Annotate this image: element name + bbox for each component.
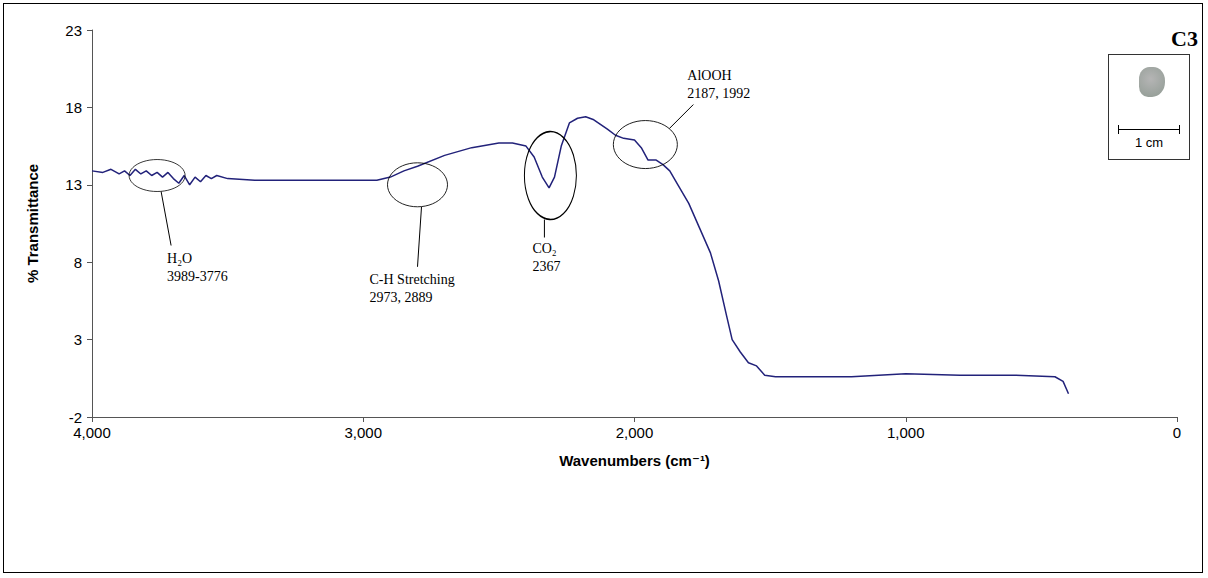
svg-text:3: 3 bbox=[74, 331, 82, 348]
svg-text:18: 18 bbox=[65, 99, 82, 116]
svg-text:1,000: 1,000 bbox=[887, 424, 925, 441]
svg-text:CO₂: CO₂ bbox=[532, 241, 556, 256]
svg-text:Wavenumbers (cm⁻¹): Wavenumbers (cm⁻¹) bbox=[559, 452, 710, 469]
svg-text:13: 13 bbox=[65, 176, 82, 193]
html-text:1 cm: 1 cm bbox=[1134, 135, 1164, 150]
svg-text:8: 8 bbox=[74, 254, 82, 271]
svg-text:0: 0 bbox=[1173, 424, 1181, 441]
svg-text:H₂O: H₂O bbox=[167, 251, 192, 266]
svg-text:% Transmittance: % Transmittance bbox=[24, 164, 41, 283]
svg-text:C-H Stretching: C-H Stretching bbox=[370, 272, 455, 287]
html-text:C3: C3 bbox=[1171, 26, 1198, 51]
svg-text:-2: -2 bbox=[69, 409, 82, 426]
svg-text:AlOOH: AlOOH bbox=[687, 68, 731, 83]
svg-text:23: 23 bbox=[65, 22, 82, 39]
svg-text:4,000: 4,000 bbox=[73, 424, 111, 441]
svg-text:2,000: 2,000 bbox=[616, 424, 654, 441]
svg-text:2973, 2889: 2973, 2889 bbox=[370, 290, 433, 305]
svg-text:3,000: 3,000 bbox=[344, 424, 382, 441]
svg-text:2367: 2367 bbox=[532, 259, 560, 274]
svg-text:2187, 1992: 2187, 1992 bbox=[687, 86, 750, 101]
svg-text:3989-3776: 3989-3776 bbox=[167, 269, 228, 284]
